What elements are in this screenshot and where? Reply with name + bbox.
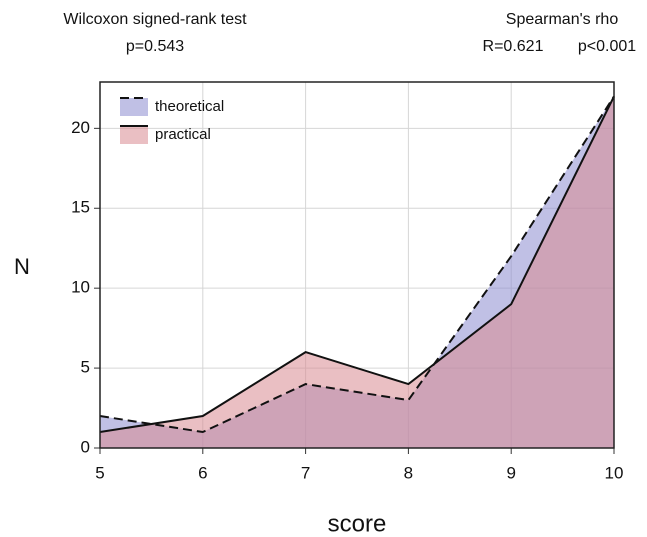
- y-axis-label: N: [14, 254, 30, 279]
- x-tick-label: 10: [605, 463, 624, 482]
- legend-swatch: [120, 98, 148, 116]
- legend-label: practical: [155, 126, 211, 143]
- annotation: Wilcoxon signed-rank test: [63, 11, 247, 28]
- annotation: Spearman's rho: [506, 11, 619, 28]
- y-tick-label: 20: [71, 118, 90, 137]
- y-tick-label: 10: [71, 278, 90, 297]
- area: [100, 96, 614, 448]
- x-tick-label: 6: [198, 463, 207, 482]
- legend-label: theoretical: [155, 98, 224, 115]
- y-tick-label: 0: [81, 437, 90, 456]
- x-tick-label: 5: [95, 463, 104, 482]
- plot-frame: [99, 81, 615, 449]
- line: [99, 95, 615, 434]
- legend-swatch: [120, 126, 148, 144]
- x-tick-label: 7: [301, 463, 310, 482]
- y-tick-label: 15: [71, 198, 90, 217]
- x-axis-label: score: [328, 510, 387, 537]
- annotation: p<0.001: [578, 38, 636, 55]
- y-tick-label: 5: [81, 358, 90, 377]
- x-tick-label: 9: [506, 463, 515, 482]
- line: [99, 95, 615, 434]
- annotation: R=0.621: [483, 38, 544, 55]
- x-tick-label: 8: [404, 463, 413, 482]
- annotation: p=0.543: [126, 38, 184, 55]
